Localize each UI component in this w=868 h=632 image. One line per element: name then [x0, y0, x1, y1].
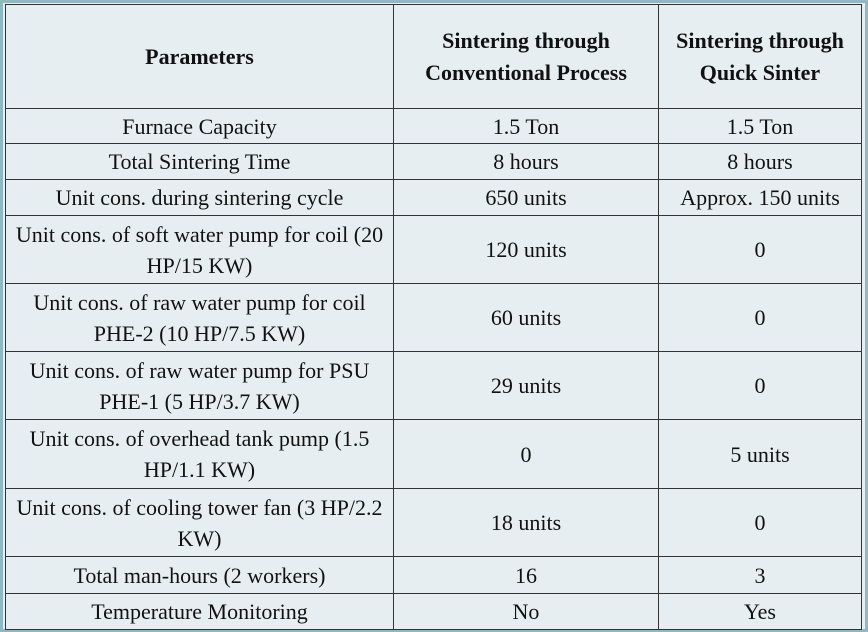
table-cell: Unit cons. of soft water pump for coil (…: [5, 215, 394, 284]
table-cell: Unit cons. of cooling tower fan (3 HP/2.…: [5, 488, 394, 557]
table-cell: 29 units: [393, 351, 659, 420]
table-cell: 18 units: [393, 488, 659, 557]
table-body: Furnace Capacity 1.5 Ton 1.5 Ton Total Sint…: [5, 108, 862, 630]
table-cell: 0: [393, 419, 659, 489]
table-row: Furnace Capacity 1.5 Ton 1.5 Ton: [5, 108, 862, 144]
table-cell: 1.5 Ton: [658, 108, 862, 144]
table-cell: Furnace Capacity: [5, 108, 394, 144]
table-cell: Approx. 150 units: [658, 179, 862, 216]
table-row: Unit cons. during sintering cycle 650 uni…: [5, 179, 862, 216]
table-cell: Unit cons. of raw water pump for coil PH…: [5, 283, 394, 352]
table-cell: Temperature Monitoring: [5, 593, 394, 630]
table-cell: Total man-hours (2 workers): [5, 556, 394, 594]
table-cell: Unit cons. of overhead tank pump (1.5 HP…: [5, 419, 394, 489]
table-row: Unit cons. of cooling tower fan (3 HP/2.…: [5, 488, 862, 557]
table-cell: 1.5 Ton: [393, 108, 659, 144]
table-cell: 60 units: [393, 283, 659, 352]
header-cell: Sintering through Quick Sinter: [658, 4, 862, 109]
table-cell: Unit cons. during sintering cycle: [5, 179, 394, 216]
table-cell: Total Sintering Time: [5, 143, 394, 180]
table-cell: No: [393, 593, 659, 630]
header-cell: Sintering through Conventional Process: [393, 4, 659, 109]
table-cell: 8 hours: [393, 143, 659, 180]
table-cell: 5 units: [658, 419, 862, 489]
table-cell: 120 units: [393, 215, 659, 284]
table-cell: Unit cons. of raw water pump for PSU PHE…: [5, 351, 394, 420]
table-row: Unit cons. of raw water pump for PSU PHE…: [5, 351, 862, 420]
comparison-table: Parameters Sintering through Conventional…: [5, 4, 862, 630]
table-row: Unit cons. of overhead tank pump (1.5 HP…: [5, 419, 862, 489]
table-cell: 0: [658, 488, 862, 557]
table-cell: 16: [393, 556, 659, 594]
table-cell: 0: [658, 351, 862, 420]
table-cell: 8 hours: [658, 143, 862, 180]
header-row: Parameters Sintering through Conventional…: [5, 4, 862, 109]
table-row: Total Sintering Time 8 hours 8 hours: [5, 143, 862, 180]
table-cell: Yes: [658, 593, 862, 630]
table-row: Temperature Monitoring No Yes: [5, 593, 862, 630]
table-cell: 3: [658, 556, 862, 594]
table-row: Unit cons. of raw water pump for coil PH…: [5, 283, 862, 352]
table-head: Parameters Sintering through Conventional…: [5, 4, 862, 109]
table-row: Unit cons. of soft water pump for coil (…: [5, 215, 862, 284]
table-cell: 0: [658, 215, 862, 284]
table-row: Total man-hours (2 workers) 16 3: [5, 556, 862, 594]
table-cell: 0: [658, 283, 862, 352]
table-cell: 650 units: [393, 179, 659, 216]
header-cell: Parameters: [5, 4, 394, 109]
